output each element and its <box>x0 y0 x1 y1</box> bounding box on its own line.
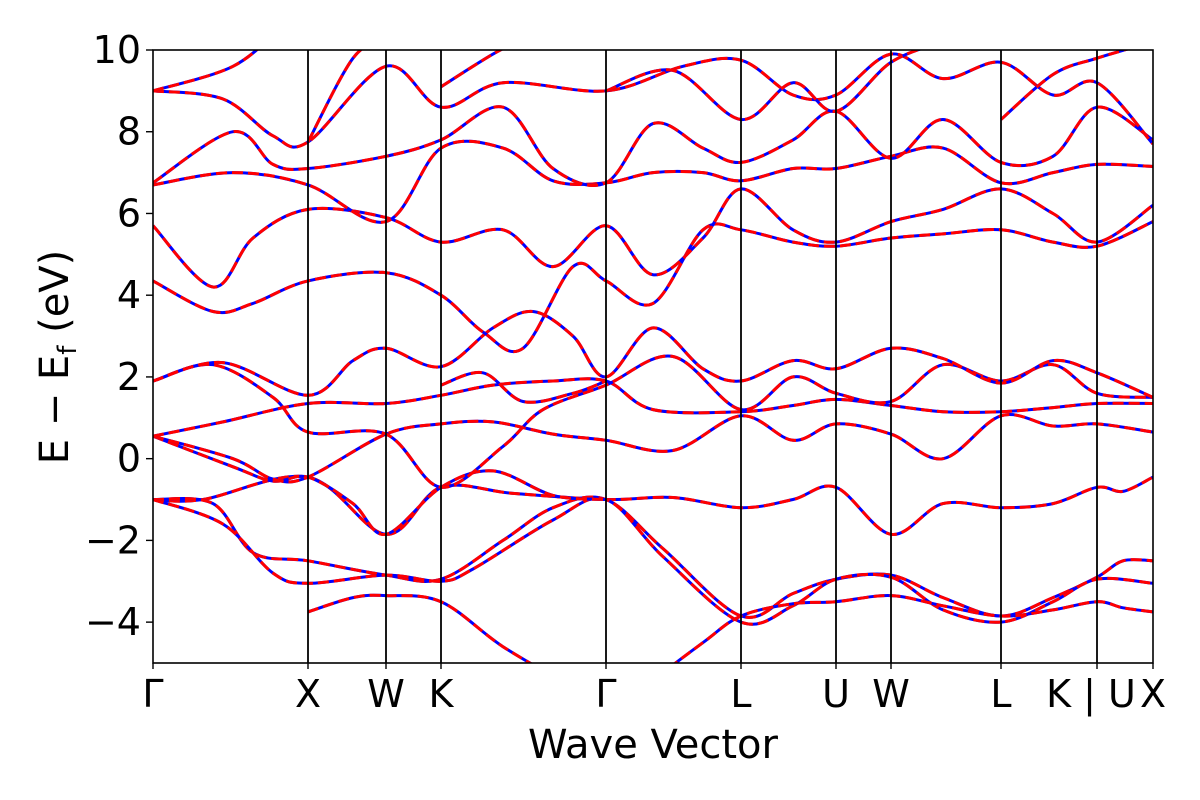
y-tick-label-7: 8 <box>117 110 141 154</box>
band-22-line-red <box>1000 50 1130 121</box>
band-18-line-blue <box>153 50 259 93</box>
band-11-line-red <box>153 309 1153 399</box>
plot-frame <box>152 49 1154 664</box>
band-17-line-blue <box>153 52 1153 149</box>
x-tick-label-3: W <box>367 672 405 716</box>
band-22-line-blue <box>1000 50 1130 121</box>
band-12-line-red <box>153 220 1153 354</box>
y-axis-title-main: E − E <box>32 355 78 465</box>
y-axis-ticks: −4 −2 0 2 4 6 8 10 <box>85 28 153 644</box>
y-tick-label-1: −4 <box>85 600 141 644</box>
y-tick-label-8: 10 <box>93 28 141 72</box>
x-tick-label-6: L <box>730 672 751 716</box>
y-axis-title: E − Ef (eV) <box>32 250 83 465</box>
y-axis-title-unit: (eV) <box>32 250 78 346</box>
x-tick-label-10: K | U <box>1046 672 1136 717</box>
band-10-line-blue <box>153 354 1153 489</box>
y-axis-title-sub: f <box>53 345 83 355</box>
band-6-line-red <box>673 594 1153 663</box>
band-20-line-blue <box>440 50 504 89</box>
band-2-line-red <box>153 474 1153 536</box>
band-9-line-red <box>153 377 1153 438</box>
band-14-line-blue <box>153 187 1153 289</box>
x-axis-title: Wave Vector <box>528 722 779 768</box>
bands-layer <box>153 50 1153 663</box>
band-7-line-red <box>153 434 607 536</box>
band-21-line-red <box>605 50 923 121</box>
x-tick-label-4: K <box>429 672 455 716</box>
band-8-line-blue <box>153 413 1153 484</box>
x-tick-label-2: X <box>295 672 321 716</box>
band-19-line-red <box>306 50 364 143</box>
x-tick-label-9: L <box>990 672 1011 716</box>
band-18-line-red <box>153 50 259 93</box>
band-8-line-red <box>153 413 1153 484</box>
band-17-line-red <box>153 52 1153 149</box>
y-tick-label-3: 0 <box>117 437 141 481</box>
x-tick-label-1: Γ <box>142 672 163 716</box>
band-5-line-red <box>307 593 533 663</box>
y-tick-label-2: −2 <box>85 518 141 562</box>
band-12-line-blue <box>153 220 1153 354</box>
band-19-line-blue <box>306 50 364 143</box>
x-tick-label-11: X <box>1140 672 1166 716</box>
band-20-line-red <box>440 50 504 89</box>
y-tick-label-6: 6 <box>117 191 141 235</box>
x-tick-label-5: Γ <box>595 672 616 716</box>
x-tick-label-8: W <box>872 672 910 716</box>
y-tick-label-5: 4 <box>117 273 141 317</box>
band-3-line-red <box>153 495 1153 619</box>
y-tick-label-4: 2 <box>117 355 141 399</box>
band-7-line-blue <box>153 434 607 536</box>
band-15-line-red <box>153 139 1153 224</box>
band-13-line-red <box>440 370 607 404</box>
band-9-line-blue <box>153 377 1153 438</box>
x-tick-label-7: U <box>822 672 850 716</box>
band-13-line-blue <box>440 370 607 404</box>
band-14-line-red <box>153 187 1153 289</box>
band-10-line-red <box>153 354 1153 489</box>
symmetry-lines <box>307 50 1098 663</box>
band-16-line-red <box>153 105 1153 187</box>
band-3-line-blue <box>153 495 1153 619</box>
band-2-line-blue <box>153 474 1153 536</box>
